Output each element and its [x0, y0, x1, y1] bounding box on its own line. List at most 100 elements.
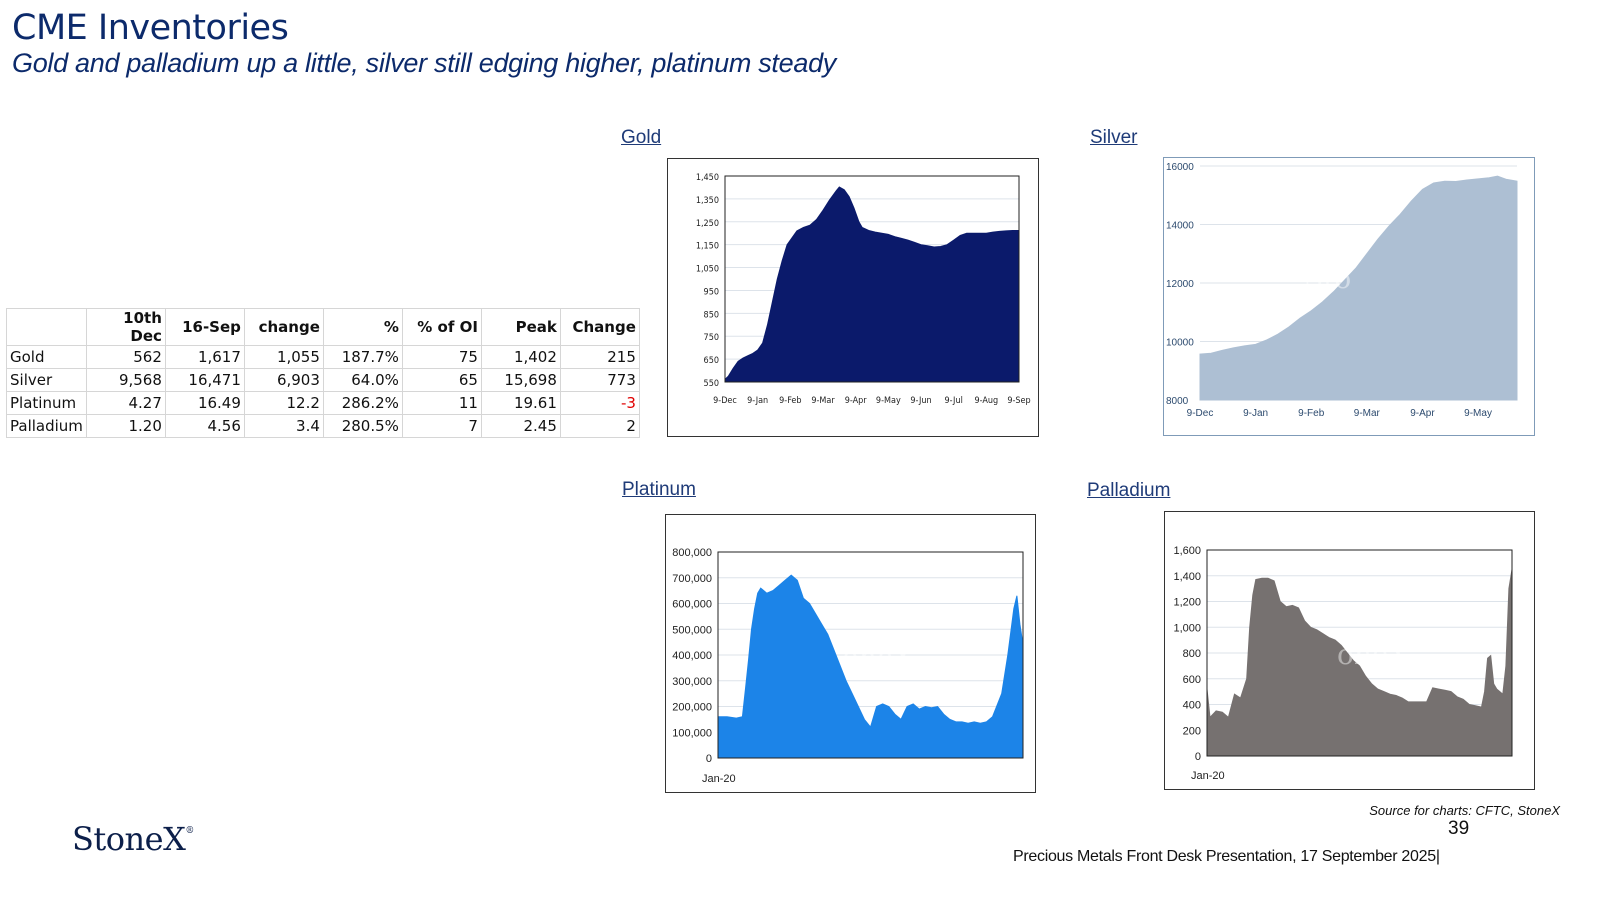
platinum-y-tick-label: 800,000 — [672, 547, 712, 559]
stonex-logo: StoneX® — [72, 820, 194, 858]
platinum-y-tick-label: 700,000 — [672, 573, 712, 585]
silver-y-tick-label: 10000 — [1166, 338, 1194, 349]
gold-y-tick-label: 1,150 — [696, 242, 719, 252]
column-header: Peak — [480, 308, 561, 346]
inventory-table: 10th Dec 16-Sep change % % of OI Peak Ch… — [6, 308, 640, 438]
gold-y-tick-label: 850 — [704, 310, 719, 320]
platinum-y-tick-label: 500,000 — [672, 624, 712, 636]
gold-x-tick-label: 9-Mar — [811, 396, 835, 406]
column-header: Change — [559, 308, 640, 346]
cell-peak-change: 773 — [559, 368, 640, 392]
metal-name: Silver — [6, 368, 87, 392]
silver-x-tick-label: 9-Jan — [1243, 408, 1268, 419]
page-number: 39 — [1448, 818, 1470, 839]
platinum-y-tick-label: 0 — [706, 753, 712, 765]
table-row: Palladium 1.20 4.56 3.4 280.5% 7 2.45 2 — [6, 414, 640, 438]
cell-pct: 64.0% — [322, 368, 403, 392]
column-header: % — [322, 308, 403, 346]
palladium-y-tick-label: 0 — [1195, 751, 1201, 763]
logo-text: StoneX — [72, 820, 186, 858]
cell-change: 12.2 — [243, 391, 324, 415]
gold-y-tick-label: 1,450 — [696, 173, 719, 183]
metal-name: Gold — [6, 345, 87, 369]
cell-dec10: 1.20 — [85, 414, 166, 438]
palladium-y-tick-label: 600 — [1183, 674, 1201, 686]
cell-peak: 2.45 — [480, 414, 561, 438]
cell-peak: 15,698 — [480, 368, 561, 392]
gold-x-tick-label: 9-Sep — [1007, 396, 1030, 406]
platinum-chart-title: Platinum — [622, 479, 696, 500]
table-row: Gold 562 1,617 1,055 187.7% 75 1,402 215 — [6, 345, 640, 369]
cell-peak-change: 2 — [559, 414, 640, 438]
platinum-series-area — [717, 574, 1024, 759]
palladium-y-tick-label: 1,400 — [1173, 571, 1201, 583]
cell-change: 6,903 — [243, 368, 324, 392]
silver-y-tick-label: 8000 — [1166, 396, 1189, 407]
gold-x-tick-label: 9-Jul — [944, 396, 962, 406]
column-header: 10th Dec — [85, 308, 166, 346]
table-row: Platinum 4.27 16.49 12.2 286.2% 11 19.61… — [6, 391, 640, 415]
column-header: % of OI — [401, 308, 482, 346]
silver-x-tick-label: 9-Dec — [1187, 408, 1214, 419]
gold-plot-border — [724, 175, 1020, 383]
cell-peak-change: 215 — [559, 345, 640, 369]
silver-x-tick-label: 9-Feb — [1298, 408, 1325, 419]
gold-y-tick-label: 550 — [704, 379, 719, 389]
silver-chart: Sto 8000 10000 12000 14000 16000 9-Dec 9-Jan 9-F… — [1163, 157, 1535, 436]
platinum-chart: oneX 0 100,000 200,000 300,000 400,000 500,000… — [665, 514, 1036, 793]
gold-x-tick-label: 9-Dec — [713, 396, 737, 406]
metal-name: Platinum — [6, 391, 87, 415]
cell-sep16: 16,471 — [164, 368, 245, 392]
palladium-series-area — [1206, 569, 1513, 757]
platinum-y-tick-label: 600,000 — [672, 599, 712, 611]
palladium-y-tick-label: 200 — [1183, 725, 1201, 737]
silver-y-tick-label: 14000 — [1166, 221, 1194, 232]
cell-pct: 280.5% — [322, 414, 403, 438]
cell-dec10: 4.27 — [85, 391, 166, 415]
cell-oi: 7 — [401, 414, 482, 438]
column-header: 16-Sep — [164, 308, 245, 346]
silver-x-tick-label: 9-Mar — [1354, 408, 1381, 419]
silver-y-tick-label: 12000 — [1166, 279, 1194, 290]
platinum-y-tick-label: 300,000 — [672, 676, 712, 688]
cell-pct: 286.2% — [322, 391, 403, 415]
cell-sep16: 1,617 — [164, 345, 245, 369]
platinum-plot-border — [717, 551, 1024, 759]
silver-x-tick-label: 9-May — [1464, 408, 1492, 419]
gold-x-tick-label: 9-Feb — [779, 396, 801, 406]
gold-chart-svg: 550 650 750 850 950 1,050 1,150 1,250 1,350 1,450… — [696, 173, 1031, 406]
gold-y-tick-label: 1,250 — [696, 219, 719, 229]
cell-peak: 1,402 — [480, 345, 561, 369]
gold-chart-title: Gold — [621, 127, 662, 148]
gold-y-tick-label: 950 — [704, 287, 719, 297]
cell-peak: 19.61 — [480, 391, 561, 415]
gold-y-tick-label: 650 — [704, 356, 719, 366]
presentation-footer: Precious Metals Front Desk Presentation,… — [1013, 848, 1440, 865]
palladium-x-tick-label: Jan-20 — [1191, 770, 1225, 782]
table-header-row: 10th Dec 16-Sep change % % of OI Peak Ch… — [6, 308, 640, 346]
silver-series-area — [1199, 175, 1518, 401]
silver-chart-svg: Sto 8000 10000 12000 14000 16000 9-Dec 9-Jan 9-F… — [1166, 162, 1518, 419]
palladium-y-tick-label: 1,600 — [1173, 545, 1201, 557]
palladium-chart: oneX 0 200 400 600 800 1,000 1,200 1,400 1,600 Jan… — [1164, 511, 1535, 790]
table-row: Silver 9,568 16,471 6,903 64.0% 65 15,69… — [6, 368, 640, 392]
silver-y-tick-label: 16000 — [1166, 162, 1194, 173]
palladium-y-tick-label: 400 — [1183, 700, 1201, 712]
cell-oi: 65 — [401, 368, 482, 392]
gold-y-tick-label: 1,350 — [696, 196, 719, 206]
platinum-y-tick-label: 200,000 — [672, 702, 712, 714]
gold-x-tick-label: 9-Aug — [974, 396, 998, 406]
palladium-y-tick-label: 1,000 — [1173, 622, 1201, 634]
silver-watermark: Sto — [1304, 262, 1351, 295]
gold-x-tick-label: 9-Jun — [910, 396, 931, 406]
gold-chart: 550 650 750 850 950 1,050 1,150 1,250 1,350 1,450… — [667, 158, 1039, 437]
logo-mark: ® — [185, 826, 194, 836]
cell-oi: 11 — [401, 391, 482, 415]
silver-x-tick-label: 9-Apr — [1410, 408, 1435, 419]
palladium-y-tick-label: 1,200 — [1173, 597, 1201, 609]
gold-x-tick-label: 9-May — [876, 396, 901, 406]
palladium-y-tick-label: 800 — [1183, 648, 1201, 660]
cell-peak-change: -3 — [559, 391, 640, 415]
platinum-y-tick-label: 400,000 — [672, 650, 712, 662]
cell-sep16: 16.49 — [164, 391, 245, 415]
